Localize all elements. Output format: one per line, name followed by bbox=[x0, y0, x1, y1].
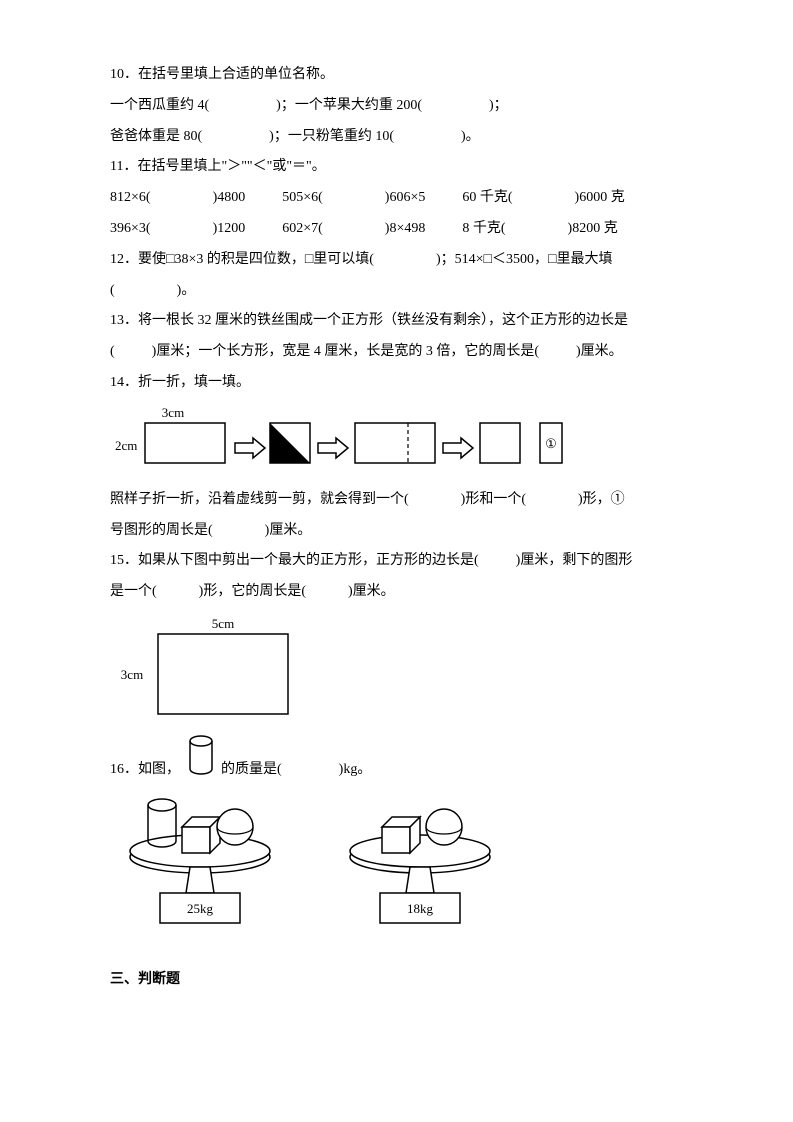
q10-l1b: )；一个苹果大约重 200( bbox=[276, 98, 422, 113]
q15-figure: 5cm 3cm bbox=[110, 614, 330, 729]
q10-title: 10．在括号里填上合适的单位名称。 bbox=[110, 60, 683, 91]
q11-r1c: 505×6( bbox=[282, 190, 323, 205]
q11-r2d: )8×498 bbox=[385, 221, 426, 236]
q16-b: 的质量是( bbox=[221, 762, 282, 777]
q14-title: 14．折一折，填一填。 bbox=[110, 368, 683, 399]
q16-c: )kg。 bbox=[339, 762, 372, 777]
q14-circle1: ① bbox=[545, 436, 557, 451]
q11-r1e: 60 千克( bbox=[462, 190, 512, 205]
q11-r1a: 812×6( bbox=[110, 190, 151, 205]
q15-label-5cm: 5cm bbox=[212, 616, 234, 631]
section-3-title: 三、判断题 bbox=[110, 965, 683, 996]
q15-a: 15．如果从下图中剪出一个最大的正方形，正方形的边长是( bbox=[110, 553, 479, 568]
q16-scales: 25kg 18kg bbox=[110, 785, 530, 935]
q15-d: )形，它的周长是( bbox=[199, 584, 306, 599]
q11-r1b: )4800 bbox=[213, 190, 246, 205]
q16-a: 16．如图， bbox=[110, 762, 180, 777]
q16-weight2: 18kg bbox=[407, 901, 434, 916]
q13-c: )厘米；一个长方形，宽是 4 厘米，长是宽的 3 倍，它的周长是( bbox=[152, 344, 539, 359]
q12-b: )；514×□＜3500，□里最大填 bbox=[436, 252, 612, 267]
q16-cylinder-icon bbox=[184, 733, 218, 777]
q11-r2c: 602×7( bbox=[282, 221, 323, 236]
q13-b: ( bbox=[110, 344, 115, 359]
q14-t5: )厘米。 bbox=[265, 523, 312, 538]
q11-title: 11．在括号里填上"＞""＜"或"＝"。 bbox=[110, 152, 683, 183]
q10-l1a: 一个西瓜重约 4( bbox=[110, 98, 209, 113]
q16-weight1: 25kg bbox=[187, 901, 214, 916]
q15-label-3cm: 3cm bbox=[121, 667, 143, 682]
q10-l2c: )。 bbox=[461, 129, 480, 144]
q11-r2a: 396×3( bbox=[110, 221, 151, 236]
q14-label-3cm: 3cm bbox=[162, 405, 184, 420]
q12-d: )。 bbox=[177, 283, 196, 298]
q10-l1c: )； bbox=[489, 98, 508, 113]
q14-figure: 3cm 2cm ① bbox=[110, 405, 610, 475]
q10-l2a: 爸爸体重是 80( bbox=[110, 129, 202, 144]
q15-b: )厘米，剩下的图形 bbox=[516, 553, 633, 568]
q11-r1d: )606×5 bbox=[385, 190, 426, 205]
q14-t3: )形，① bbox=[578, 492, 625, 507]
q14-t2: )形和一个( bbox=[461, 492, 526, 507]
q14-t4: 号图形的周长是( bbox=[110, 523, 213, 538]
q15-c: 是一个( bbox=[110, 584, 157, 599]
q13-d: )厘米。 bbox=[576, 344, 623, 359]
q12-a: 12．要使□38×3 的积是四位数，□里可以填( bbox=[110, 252, 374, 267]
q11-r2b: )1200 bbox=[213, 221, 246, 236]
q11-r2e: 8 千克( bbox=[462, 221, 505, 236]
q14-t1: 照样子折一折，沿着虚线剪一剪，就会得到一个( bbox=[110, 492, 409, 507]
q11-r2f: )8200 克 bbox=[568, 221, 618, 236]
q11-r1f: )6000 克 bbox=[575, 190, 625, 205]
q10-l2b: )；一只粉笔重约 10( bbox=[269, 129, 394, 144]
q12-c: ( bbox=[110, 283, 115, 298]
q14-label-2cm: 2cm bbox=[115, 438, 137, 453]
q13-a: 13．将一根长 32 厘米的铁丝围成一个正方形（铁丝没有剩余），这个正方形的边长… bbox=[110, 306, 683, 337]
q15-e: )厘米。 bbox=[348, 584, 395, 599]
